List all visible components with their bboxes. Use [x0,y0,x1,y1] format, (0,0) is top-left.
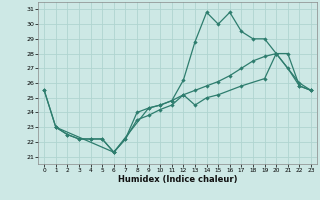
X-axis label: Humidex (Indice chaleur): Humidex (Indice chaleur) [118,175,237,184]
